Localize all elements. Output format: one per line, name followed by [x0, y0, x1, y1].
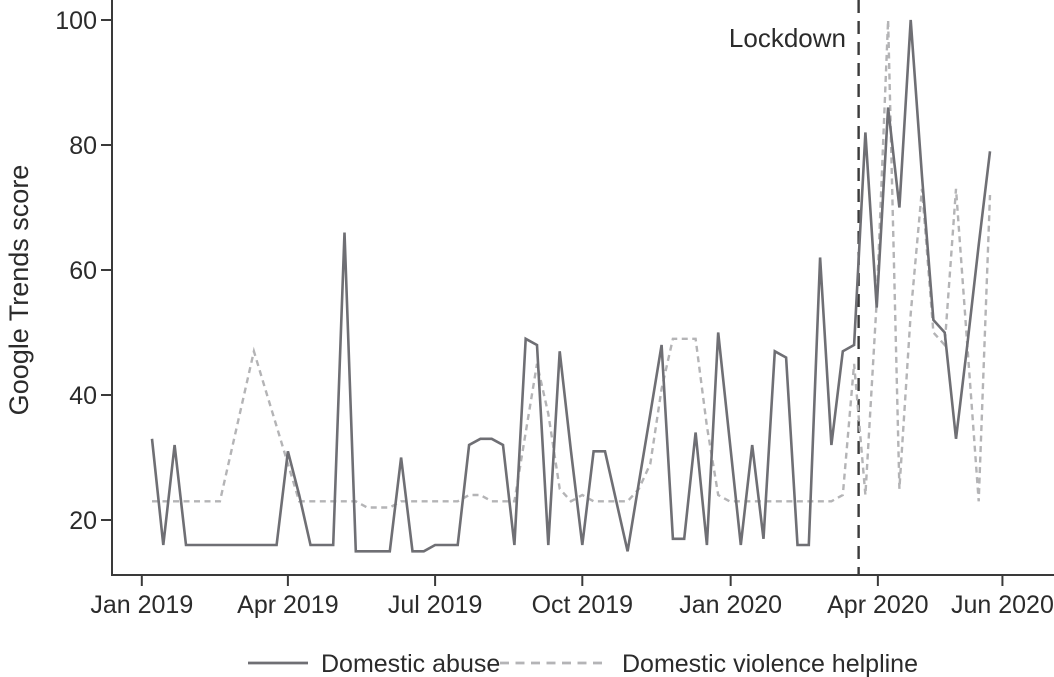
y-axis-title: Google Trends score: [4, 165, 34, 416]
x-tick-label: Apr 2020: [827, 591, 928, 619]
legend: Domestic abuse Domestic violence helplin…: [248, 650, 918, 677]
legend-label-domestic-violence-helpline: Domestic violence helpline: [622, 650, 918, 677]
x-tick-label: Apr 2019: [237, 591, 338, 619]
y-tick-label: 100: [55, 7, 97, 35]
x-tick-label: Oct 2019: [532, 591, 633, 619]
legend-label-domestic-abuse: Domestic abuse: [321, 650, 500, 677]
y-tick-label: 60: [69, 257, 97, 285]
series-line-domestic-violence-helpline: [152, 19, 992, 509]
x-tick-label: Jun 2020: [951, 591, 1054, 619]
x-tick-label: Jul 2019: [388, 591, 483, 619]
x-tick-label: Jan 2019: [90, 591, 193, 619]
y-tick-label: 20: [69, 507, 97, 535]
plot-area: 20 40 60 80 100 Jan 2019 Apr 2019 Jul 2019 Oct 2…: [55, 0, 1054, 619]
series-line-domestic-abuse: [150, 19, 992, 553]
lockdown-label: Lockdown: [729, 23, 846, 53]
y-tick-label: 40: [69, 382, 97, 410]
x-tick-label: Jan 2020: [679, 591, 782, 619]
y-tick-label: 80: [69, 132, 97, 160]
